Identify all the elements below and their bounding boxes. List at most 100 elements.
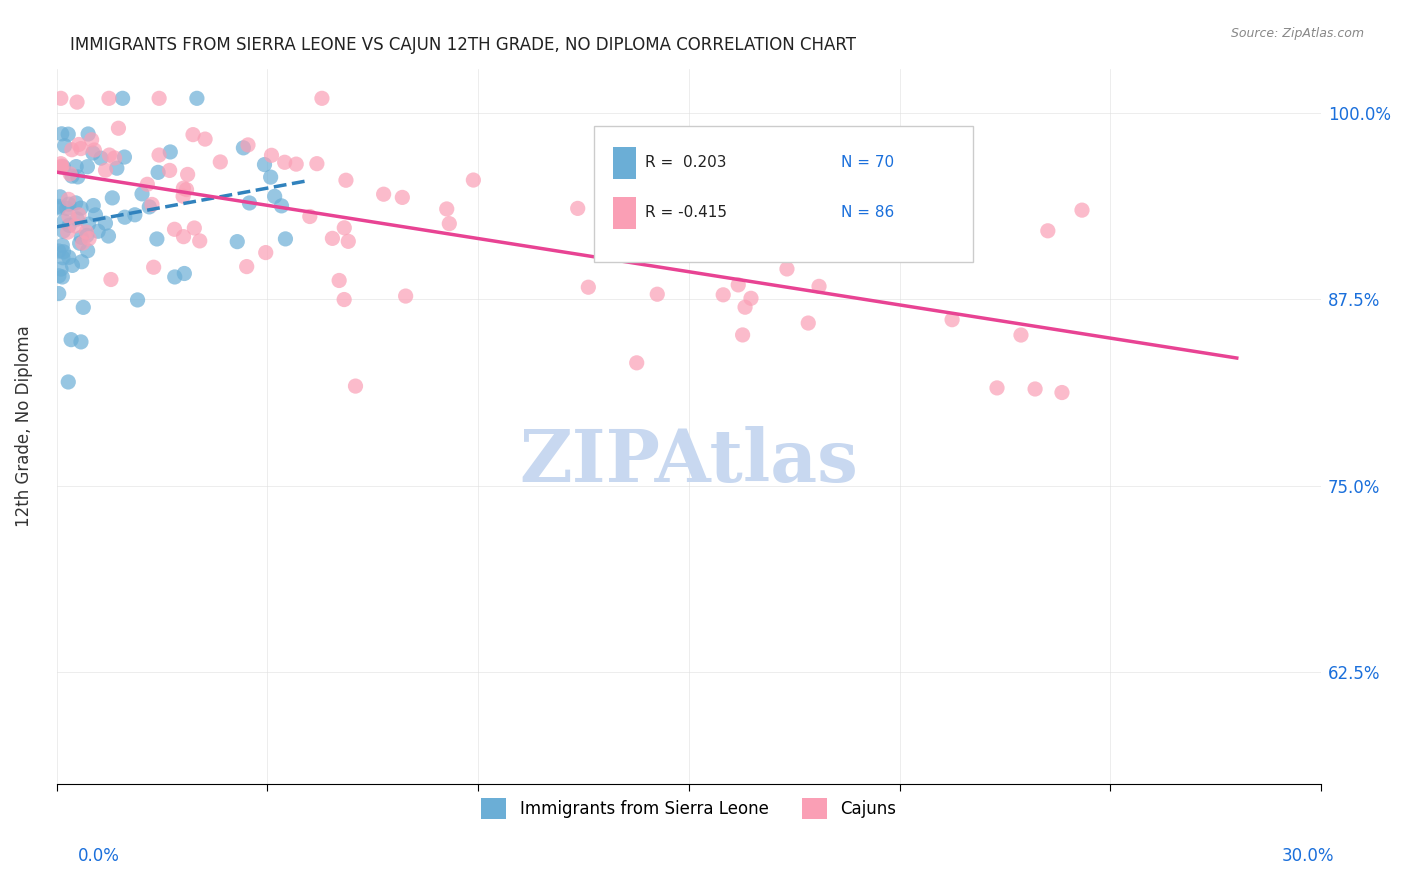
Point (87, 224, 110, 238)
Point (328, 273, 350, 287)
Point (226, 235, 249, 249)
Point (731, 327, 754, 342)
Point (146, 165, 169, 179)
Point (740, 291, 762, 305)
Point (373, 187, 395, 202)
Point (58, 193, 80, 207)
Point (254, 245, 277, 260)
Point (53, 138, 76, 153)
Point (48, 201, 70, 215)
Point (436, 202, 458, 216)
Point (1036, 224, 1059, 238)
Point (49, 160, 72, 174)
Point (163, 222, 186, 236)
Point (655, 231, 678, 245)
Point (58, 127, 80, 141)
Point (127, 293, 149, 307)
Text: R = -0.415: R = -0.415 (644, 205, 727, 220)
Point (49, 156, 72, 170)
Point (49, 262, 72, 277)
Point (94, 163, 117, 178)
Point (69, 142, 91, 156)
Point (172, 181, 194, 195)
Text: IMMIGRANTS FROM SIERRA LEONE VS CAJUN 12TH GRADE, NO DIPLOMA CORRELATION CHART: IMMIGRANTS FROM SIERRA LEONE VS CAJUN 12… (70, 36, 856, 54)
Text: ZIPAtlas: ZIPAtlas (519, 426, 858, 498)
Point (209, 155, 232, 169)
Point (90, 151, 112, 165)
Point (136, 178, 159, 192)
Text: R =  0.203: R = 0.203 (644, 155, 725, 170)
Point (70, 230, 93, 244)
Point (67, 137, 90, 152)
Point (66, 95, 89, 109)
Text: 30.0%: 30.0% (1281, 847, 1334, 865)
Point (148, 91, 170, 105)
Point (238, 196, 260, 211)
Point (273, 155, 295, 169)
Point (69, 236, 91, 251)
Point (305, 156, 328, 170)
Point (1071, 203, 1094, 218)
Point (76, 244, 98, 258)
Point (53, 214, 76, 228)
Point (49, 190, 72, 204)
Point (232, 141, 254, 155)
Point (98, 148, 121, 162)
Point (77, 127, 100, 141)
Point (65, 160, 87, 174)
Point (51, 127, 73, 141)
Point (82, 198, 104, 212)
Point (58, 197, 80, 211)
Point (70, 254, 93, 268)
Point (60, 143, 83, 157)
Point (159, 145, 181, 159)
Point (260, 148, 283, 162)
Point (77, 217, 100, 231)
Text: N = 70: N = 70 (841, 155, 894, 170)
Point (797, 316, 820, 330)
Point (107, 121, 129, 136)
Point (48, 244, 70, 258)
Point (172, 189, 194, 203)
Point (344, 379, 367, 393)
Point (65, 219, 87, 233)
Point (163, 269, 186, 284)
Point (176, 168, 198, 182)
Bar (613, 147, 636, 179)
Point (52, 160, 75, 174)
Point (298, 210, 321, 224)
Point (124, 208, 146, 222)
Point (183, 221, 205, 235)
Point (173, 229, 195, 244)
Point (188, 234, 211, 248)
Point (70, 201, 93, 215)
Point (60, 333, 83, 347)
FancyBboxPatch shape (593, 126, 973, 261)
Point (337, 235, 360, 249)
Point (111, 91, 134, 105)
Point (776, 262, 799, 277)
Point (56, 225, 79, 239)
Point (51, 238, 73, 252)
Point (48, 286, 70, 301)
Point (66, 211, 89, 226)
Point (808, 279, 831, 293)
Y-axis label: 12th Grade, No Diploma: 12th Grade, No Diploma (15, 326, 32, 527)
Point (114, 210, 136, 224)
Point (236, 137, 259, 152)
Point (333, 293, 356, 307)
Point (52, 251, 75, 265)
Point (439, 217, 461, 231)
Bar (613, 197, 636, 229)
Point (253, 158, 276, 172)
Point (141, 197, 163, 211)
Point (263, 189, 285, 203)
Point (97, 91, 120, 105)
Point (59, 167, 82, 181)
Point (832, 235, 855, 249)
Point (1024, 382, 1046, 396)
Point (1010, 328, 1032, 343)
Point (103, 151, 125, 165)
Point (65, 195, 87, 210)
Point (58, 250, 80, 264)
